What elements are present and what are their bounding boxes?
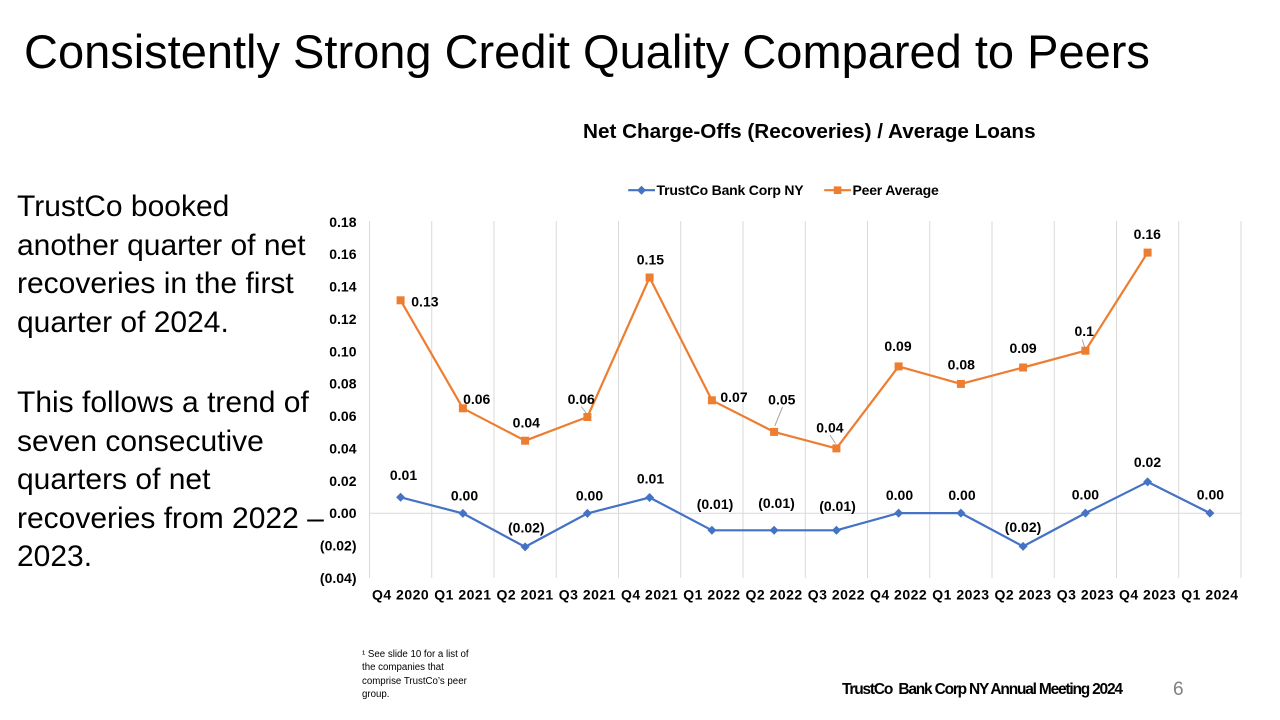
svg-text:(0.02): (0.02) [508,519,545,535]
svg-text:0.00: 0.00 [329,505,356,521]
svg-text:0.00: 0.00 [948,487,975,503]
svg-text:Q2 2023: Q2 2023 [994,587,1051,603]
svg-text:Q2 2022: Q2 2022 [745,587,802,603]
svg-text:0.00: 0.00 [576,487,603,503]
svg-text:0.00: 0.00 [886,487,913,503]
svg-text:0.16: 0.16 [329,246,356,262]
svg-text:Q3 2021: Q3 2021 [559,587,616,603]
svg-text:0.08: 0.08 [329,376,356,392]
svg-text:0.14: 0.14 [329,279,356,295]
svg-text:0.01: 0.01 [637,471,664,487]
svg-text:0.00: 0.00 [1197,486,1224,502]
svg-text:Q4 2020: Q4 2020 [372,587,429,603]
svg-text:0.09: 0.09 [884,338,911,354]
svg-text:Q1 2021: Q1 2021 [434,587,491,603]
svg-text:0.06: 0.06 [568,391,595,407]
svg-text:Q3 2023: Q3 2023 [1057,587,1114,603]
svg-text:Q4 2023: Q4 2023 [1119,587,1176,603]
svg-text:0.1: 0.1 [1074,323,1094,339]
svg-text:0.15: 0.15 [637,252,664,268]
svg-text:Q1 2024: Q1 2024 [1181,587,1238,603]
svg-text:Q3 2022: Q3 2022 [808,587,865,603]
svg-text:0.12: 0.12 [329,311,356,327]
svg-text:0.08: 0.08 [948,356,975,372]
svg-text:(0.01): (0.01) [758,495,795,511]
svg-text:0.18: 0.18 [329,214,356,230]
svg-text:0.00: 0.00 [451,487,478,503]
svg-text:0.07: 0.07 [720,389,747,405]
svg-text:Q2 2021: Q2 2021 [496,587,553,603]
svg-text:0.09: 0.09 [1009,340,1036,356]
svg-text:(0.02): (0.02) [320,538,357,554]
svg-text:(0.01): (0.01) [697,496,734,512]
svg-text:Q1 2023: Q1 2023 [932,587,989,603]
svg-text:0.01: 0.01 [390,467,417,483]
svg-text:0.05: 0.05 [768,391,795,407]
svg-text:Q1 2022: Q1 2022 [683,587,740,603]
svg-text:Q4 2022: Q4 2022 [870,587,927,603]
svg-text:0.13: 0.13 [411,293,438,309]
svg-text:0.02: 0.02 [329,473,356,489]
svg-text:(0.04): (0.04) [320,570,357,586]
svg-text:TrustCo Bank Corp NY: TrustCo Bank Corp NY [657,182,805,198]
svg-text:0.16: 0.16 [1134,226,1161,242]
svg-text:0.06: 0.06 [463,391,490,407]
svg-text:(0.02): (0.02) [1005,519,1042,535]
svg-text:Peer Average: Peer Average [853,182,939,198]
svg-text:0.10: 0.10 [329,343,356,359]
svg-text:0.04: 0.04 [329,440,356,456]
svg-text:0.00: 0.00 [1072,486,1099,502]
svg-text:Q4 2021: Q4 2021 [621,587,678,603]
svg-text:0.06: 0.06 [329,408,356,424]
svg-text:0.04: 0.04 [816,420,843,436]
svg-text:0.02: 0.02 [1134,454,1161,470]
svg-text:0.04: 0.04 [513,414,540,430]
svg-text:(0.01): (0.01) [819,498,856,514]
